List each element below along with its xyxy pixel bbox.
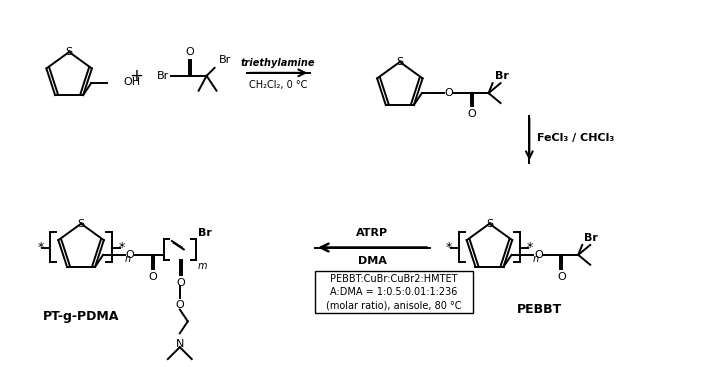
Text: *: * <box>119 241 125 254</box>
Text: PEBBT:CuBr:CuBr2:HMTET: PEBBT:CuBr:CuBr2:HMTET <box>330 274 458 284</box>
Text: Br: Br <box>584 233 598 243</box>
Text: N: N <box>175 339 184 349</box>
Text: S: S <box>77 219 84 229</box>
Text: n: n <box>125 254 131 264</box>
Text: O: O <box>185 47 194 57</box>
Text: m: m <box>198 261 207 271</box>
Text: n: n <box>533 254 539 264</box>
Text: *: * <box>37 241 44 254</box>
Text: triethylamine: triethylamine <box>241 58 316 68</box>
Text: *: * <box>527 241 533 254</box>
Text: CH₂Cl₂, 0 °C: CH₂Cl₂, 0 °C <box>249 80 307 90</box>
Text: Br: Br <box>198 228 212 238</box>
Text: O: O <box>175 299 184 309</box>
Bar <box>315 271 473 313</box>
Text: S: S <box>396 57 403 67</box>
Text: A:DMA = 1:0.5:0.01:1:236: A:DMA = 1:0.5:0.01:1:236 <box>330 287 458 297</box>
Text: O: O <box>468 109 476 119</box>
Text: S: S <box>486 219 493 229</box>
Text: (molar ratio), anisole, 80 °C: (molar ratio), anisole, 80 °C <box>326 300 462 310</box>
Text: DMA: DMA <box>357 257 387 266</box>
Text: Br: Br <box>495 71 508 81</box>
Text: O: O <box>557 272 566 282</box>
Text: PEBBT: PEBBT <box>517 302 562 316</box>
Text: S: S <box>66 47 73 57</box>
Text: O: O <box>534 250 543 260</box>
Text: O: O <box>445 88 453 98</box>
Text: Br: Br <box>157 71 169 81</box>
Text: PT-g-PDMA: PT-g-PDMA <box>43 310 120 323</box>
Text: ATRP: ATRP <box>356 228 388 237</box>
Text: *: * <box>445 241 452 254</box>
Text: O: O <box>148 272 158 282</box>
Text: FeCl₃ / CHCl₃: FeCl₃ / CHCl₃ <box>537 133 614 143</box>
Text: +: + <box>129 67 142 85</box>
Text: O: O <box>176 278 185 288</box>
Text: OH: OH <box>123 77 140 87</box>
Text: Br: Br <box>218 55 231 65</box>
Text: O: O <box>125 250 135 260</box>
